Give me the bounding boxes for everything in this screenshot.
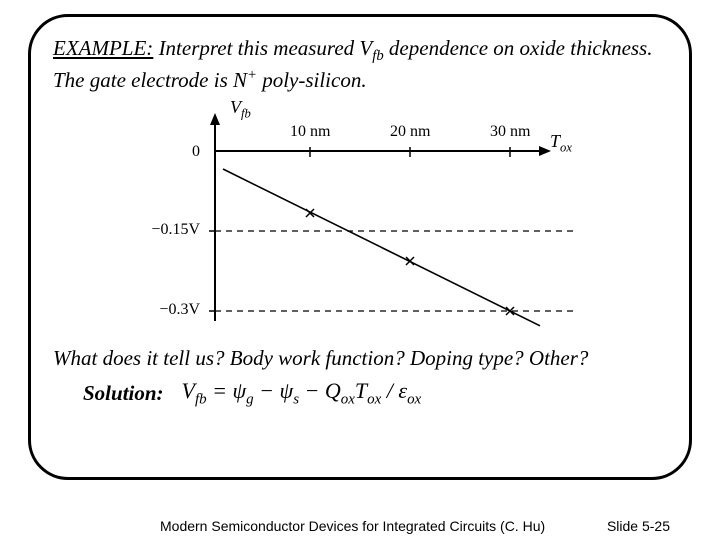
ytick-low: −0.3V (140, 301, 200, 319)
chart-area: Vfb 10 nm 20 nm 30 nm Tox 0 −0.15V −0.3V (130, 101, 590, 331)
solution-label: Solution: (83, 381, 164, 406)
question-text: What does it tell us? Body work function… (53, 345, 667, 372)
ytick-mid: −0.15V (140, 221, 200, 239)
example-line1a: Interpret this measured (153, 36, 359, 60)
equation: Vfb = ψg − ψs − QoxTox / εox (182, 378, 422, 408)
example-prefix: EXAMPLE: (53, 36, 153, 60)
footer-right: Slide 5-25 (607, 518, 670, 534)
xtick-10: 10 nm (290, 123, 330, 141)
vfb-symbol: Vfb (359, 36, 383, 60)
ytick-0: 0 (140, 143, 200, 161)
xtick-20: 20 nm (390, 123, 430, 141)
x-axis-label: Tox (550, 131, 572, 156)
slide-frame: EXAMPLE: Interpret this measured Vfb dep… (28, 14, 692, 480)
footer-left: Modern Semiconductor Devices for Integra… (160, 518, 545, 534)
solution-line: Solution: Vfb = ψg − ψs − QoxTox / εox (53, 378, 667, 408)
xtick-30: 30 nm (490, 123, 530, 141)
example-text: EXAMPLE: Interpret this measured Vfb dep… (53, 35, 667, 93)
nplus-sup: + (247, 67, 257, 83)
example-line1c: poly-silicon. (257, 68, 367, 92)
